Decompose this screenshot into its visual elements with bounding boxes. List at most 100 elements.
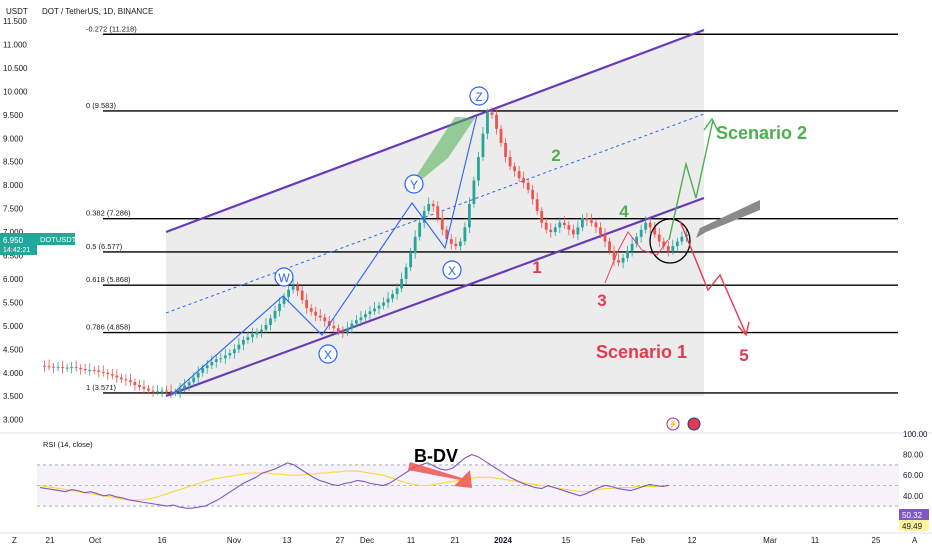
candle-body bbox=[242, 339, 245, 345]
rsi-ma-value: 49.49 bbox=[902, 522, 923, 531]
candle-body bbox=[495, 114, 498, 129]
candle-body bbox=[626, 250, 629, 258]
price-tick-label: 10.000 bbox=[3, 87, 28, 96]
wave-x1-label: X bbox=[324, 348, 332, 362]
price-tick-label: 5.500 bbox=[3, 298, 24, 307]
wave-w-circle bbox=[274, 267, 294, 287]
bearish-divergence-label: B-DV bbox=[414, 446, 458, 466]
time-tick-label: Dec bbox=[360, 536, 374, 545]
candle-body bbox=[499, 128, 503, 143]
candle-body bbox=[445, 229, 449, 240]
time-axis[interactable]: 21 Oct 16 Nov 13 27 Dec 11 21 2024 15 Feb 12 Mar 11 25 bbox=[0, 532, 932, 545]
candle-body bbox=[581, 218, 584, 228]
candle-body bbox=[246, 337, 250, 340]
candle-body bbox=[608, 241, 611, 251]
candle-body bbox=[657, 234, 661, 242]
candle-body bbox=[477, 157, 480, 181]
candle-body bbox=[273, 310, 277, 319]
candle-body bbox=[531, 189, 535, 200]
time-tick-label: 21 bbox=[451, 536, 460, 545]
candle-body bbox=[178, 388, 182, 393]
candle-body bbox=[61, 367, 64, 369]
candle-body bbox=[409, 253, 413, 268]
candle-body bbox=[449, 239, 453, 244]
candle-body bbox=[214, 359, 218, 362]
candle-body bbox=[318, 315, 322, 318]
channel-lines[interactable] bbox=[165, 28, 705, 398]
candle-body bbox=[169, 391, 173, 393]
symbol-tag-bg bbox=[37, 233, 75, 245]
candle-body bbox=[223, 355, 227, 359]
currency-label: USDT bbox=[6, 7, 28, 16]
candle-body bbox=[413, 236, 417, 254]
fib-label: 0 (9.583) bbox=[86, 101, 117, 110]
candle-body bbox=[458, 241, 462, 247]
price-tick-label: 6.000 bbox=[3, 275, 24, 284]
rsi-pane: 100.00 80.00 60.00 40.00 bbox=[0, 430, 932, 509]
wave-y-circle bbox=[404, 174, 424, 194]
candle-body bbox=[468, 203, 471, 228]
rsi-tick-label: 100.00 bbox=[903, 430, 928, 439]
channel-shade bbox=[166, 30, 704, 396]
candle-body bbox=[124, 379, 128, 381]
price-tick-label: 11.500 bbox=[3, 17, 27, 26]
candle-body bbox=[418, 222, 422, 237]
candle-body bbox=[359, 317, 363, 321]
candle-body bbox=[603, 234, 607, 242]
candle-body bbox=[174, 392, 177, 394]
candle-body bbox=[377, 305, 381, 309]
candle-body bbox=[88, 369, 92, 371]
price-axis[interactable]: 11.500 11.000 10.500 10.000 9.500 9.000 8.500 8… bbox=[3, 17, 28, 425]
wave-4-label: 4 bbox=[619, 202, 629, 221]
channel-lower-line bbox=[165, 196, 705, 398]
candle-body bbox=[255, 331, 259, 335]
scenario-2-arrowhead bbox=[703, 117, 719, 132]
auto-scale-icon[interactable]: A bbox=[912, 536, 918, 545]
candle-body bbox=[323, 317, 327, 322]
timezone-icon[interactable]: Z bbox=[12, 536, 17, 545]
candle-body bbox=[97, 370, 101, 372]
candle-body bbox=[481, 133, 485, 158]
candle-body bbox=[544, 222, 548, 230]
wave-paths[interactable] bbox=[169, 114, 760, 397]
candle-body bbox=[639, 229, 643, 237]
candle-body bbox=[133, 382, 137, 385]
lightning-icon[interactable] bbox=[666, 417, 680, 431]
candle-body bbox=[535, 199, 539, 211]
fib-label: 0.618 (5.868) bbox=[86, 275, 131, 284]
candle-body bbox=[350, 323, 354, 329]
chart-title: DOT / TetherUS, 1D, BINANCE bbox=[42, 7, 153, 16]
candle-body bbox=[192, 377, 196, 383]
rsi-value-tag bbox=[899, 509, 929, 520]
fib-label: -0.272 (11.218) bbox=[86, 24, 137, 33]
rsi-ma-line bbox=[39, 470, 669, 501]
candle-body bbox=[585, 218, 589, 221]
candle-body bbox=[400, 278, 403, 289]
candle-body bbox=[160, 390, 164, 392]
candle-body bbox=[201, 368, 205, 373]
candle-body bbox=[436, 206, 440, 219]
time-tick-label: 25 bbox=[872, 536, 881, 545]
candle-body bbox=[680, 236, 684, 242]
rsi-tick-label: 80.00 bbox=[903, 451, 924, 460]
candle-body bbox=[653, 227, 657, 235]
candle-body bbox=[472, 180, 476, 204]
candle-body bbox=[422, 210, 426, 223]
candle-body bbox=[165, 390, 168, 392]
candle-body bbox=[79, 368, 83, 370]
candle-body bbox=[486, 112, 489, 134]
candle-body bbox=[52, 366, 55, 368]
time-tick-label: Oct bbox=[89, 536, 102, 545]
rsi-value: 50.32 bbox=[902, 511, 923, 520]
candle-body bbox=[404, 267, 408, 279]
wave-x2-circle bbox=[442, 260, 462, 280]
candle-body bbox=[666, 246, 670, 251]
time-tick-label: 15 bbox=[562, 536, 571, 545]
flag-icon[interactable] bbox=[687, 417, 701, 431]
candle-body bbox=[296, 285, 300, 291]
wave-1-label: 1 bbox=[532, 258, 541, 277]
fib-levels[interactable]: -0.272 (11.218) 0 (9.583) 0.382 (7.286) 0.5… bbox=[86, 24, 898, 394]
candle-body bbox=[83, 369, 87, 371]
fib-label: 0.786 (4.858) bbox=[86, 323, 131, 332]
